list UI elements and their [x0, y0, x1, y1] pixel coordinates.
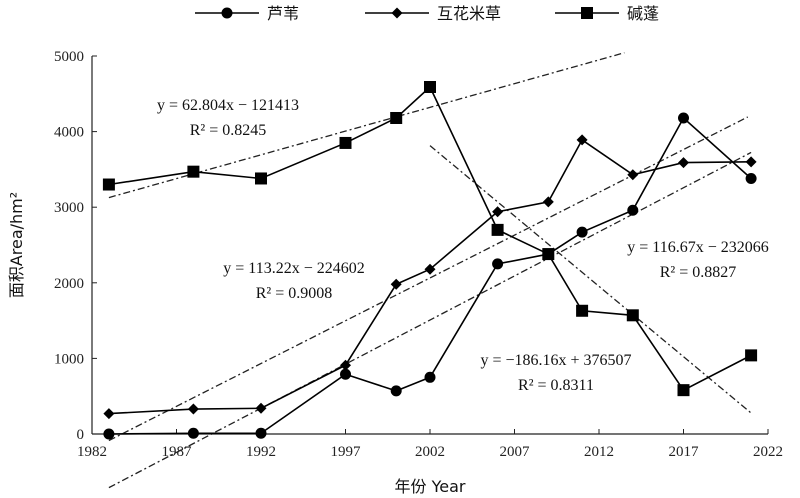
annotation-luwei: y = 116.67x − 232066 R² = 0.8827: [627, 239, 768, 281]
data-point: [492, 258, 504, 270]
trend-equation: y = 116.67x − 232066: [627, 239, 768, 256]
data-point: [255, 427, 267, 439]
data-point: [339, 136, 352, 149]
y-axis-label: 面积Area/hm²: [7, 192, 26, 298]
trend-line-huhuamicao: [108, 116, 749, 442]
data-point: [187, 403, 199, 415]
legend-marker: [221, 7, 233, 19]
x-tick-label: 2022: [753, 444, 783, 460]
data-point: [340, 368, 351, 380]
trend-line-decline: [429, 145, 752, 414]
data-point: [576, 304, 589, 317]
trend-r-squared: R² = 0.9008: [256, 285, 333, 302]
legend-marker: [581, 7, 593, 19]
data-point: [103, 428, 115, 440]
trend-line-luwei: [108, 151, 752, 489]
data-point: [745, 156, 757, 168]
trend-annotations: y = 62.804x − 121413 R² = 0.8245 y = 113.2…: [157, 97, 769, 394]
data-point: [102, 178, 115, 191]
x-tick-label: 1992: [246, 444, 276, 460]
series-luwei: [103, 112, 757, 440]
data-point: [542, 248, 555, 261]
data-point: [340, 359, 351, 371]
legend-label: 芦苇: [267, 4, 299, 23]
trend-r-squared: R² = 0.8245: [190, 122, 267, 139]
data-point: [187, 165, 200, 178]
legend-label: 互花米草: [437, 4, 501, 23]
y-tick-label: 0: [77, 427, 85, 443]
data-point: [542, 196, 554, 208]
data-point: [390, 385, 402, 397]
y-tick-label: 3000: [54, 200, 84, 216]
y-tick-label: 4000: [54, 125, 84, 141]
trend-line-jianpeng: [108, 52, 625, 199]
data-point: [187, 427, 199, 439]
data-point: [492, 206, 504, 218]
data-point: [255, 172, 267, 185]
x-tick-label: 2012: [584, 444, 614, 460]
data-point: [677, 384, 690, 397]
tick-labels: 0 1000 2000 3000 4000 5000 1982 1987 1992 1997 200…: [54, 49, 783, 460]
data-point: [424, 371, 436, 383]
x-tick-label: 1987: [162, 444, 193, 460]
legend: 芦苇 互花米草 碱蓬: [195, 4, 659, 23]
data-point: [745, 172, 757, 184]
trend-r-squared: R² = 0.8827: [660, 264, 737, 281]
series-huhuamicao: [103, 134, 757, 420]
data-point: [390, 278, 402, 290]
y-tick-label: 5000: [54, 49, 84, 65]
annotation-jianpeng: y = 62.804x − 121413 R² = 0.8245: [157, 97, 299, 139]
data-point: [745, 349, 758, 362]
legend-marker: [391, 7, 403, 19]
series-line: [108, 138, 752, 415]
data-point: [103, 408, 115, 420]
trend-equation: y = 113.22x − 224602: [223, 260, 364, 277]
series-line: [108, 85, 752, 392]
series-line: [108, 116, 752, 435]
data-point: [491, 223, 504, 236]
annotation-decline: y = −186.16x + 376507 R² = 0.8311: [480, 352, 631, 394]
data-point: [678, 157, 689, 169]
x-axis-label: 年份 Year: [395, 477, 466, 496]
y-tick-label: 1000: [54, 351, 84, 367]
series-layer: [102, 80, 758, 440]
annotation-huhuamicao: y = 113.22x − 224602 R² = 0.9008: [223, 260, 364, 302]
data-point: [626, 309, 639, 322]
x-tick-label: 1982: [77, 444, 107, 460]
x-tick-label: 2002: [415, 444, 445, 460]
data-point: [424, 263, 436, 275]
data-point: [678, 112, 689, 124]
series-jianpeng: [102, 80, 758, 397]
y-tick-label: 2000: [54, 276, 84, 292]
data-point: [576, 134, 588, 146]
data-point: [390, 111, 403, 124]
data-point: [424, 80, 436, 93]
trend-r-squared: R² = 0.8311: [518, 377, 594, 394]
trend-equation: y = −186.16x + 376507: [480, 352, 631, 369]
x-tick-label: 1997: [331, 444, 362, 460]
data-point: [627, 169, 639, 181]
trend-equation: y = 62.804x − 121413: [157, 97, 299, 114]
legend-label: 碱蓬: [627, 4, 659, 23]
x-tick-label: 2007: [500, 444, 531, 460]
data-point: [627, 204, 639, 216]
data-point: [255, 402, 267, 414]
x-tick-label: 2017: [669, 444, 700, 460]
data-point: [576, 226, 588, 238]
trend-lines: [108, 52, 752, 489]
